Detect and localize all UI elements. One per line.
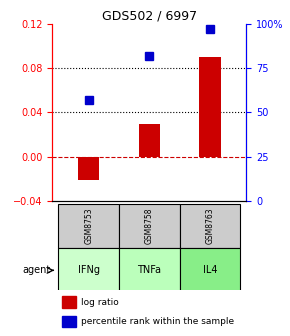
Text: GSM8763: GSM8763 <box>206 208 215 244</box>
Text: TNFa: TNFa <box>137 265 161 275</box>
FancyBboxPatch shape <box>119 204 180 248</box>
Bar <box>62 316 75 327</box>
Bar <box>78 157 99 180</box>
Text: IL4: IL4 <box>203 265 217 275</box>
Bar <box>139 124 160 157</box>
Text: agent: agent <box>23 265 51 275</box>
Text: percentile rank within the sample: percentile rank within the sample <box>81 317 235 326</box>
FancyBboxPatch shape <box>58 204 119 248</box>
FancyBboxPatch shape <box>180 204 240 248</box>
FancyBboxPatch shape <box>119 248 180 293</box>
Text: GSM8758: GSM8758 <box>145 208 154 244</box>
Bar <box>200 57 221 157</box>
FancyBboxPatch shape <box>58 248 119 293</box>
Text: IFNg: IFNg <box>78 265 100 275</box>
Text: GSM8753: GSM8753 <box>84 208 93 244</box>
FancyBboxPatch shape <box>180 248 240 293</box>
Bar <box>62 296 75 308</box>
Title: GDS502 / 6997: GDS502 / 6997 <box>102 9 197 23</box>
Text: log ratio: log ratio <box>81 298 119 306</box>
